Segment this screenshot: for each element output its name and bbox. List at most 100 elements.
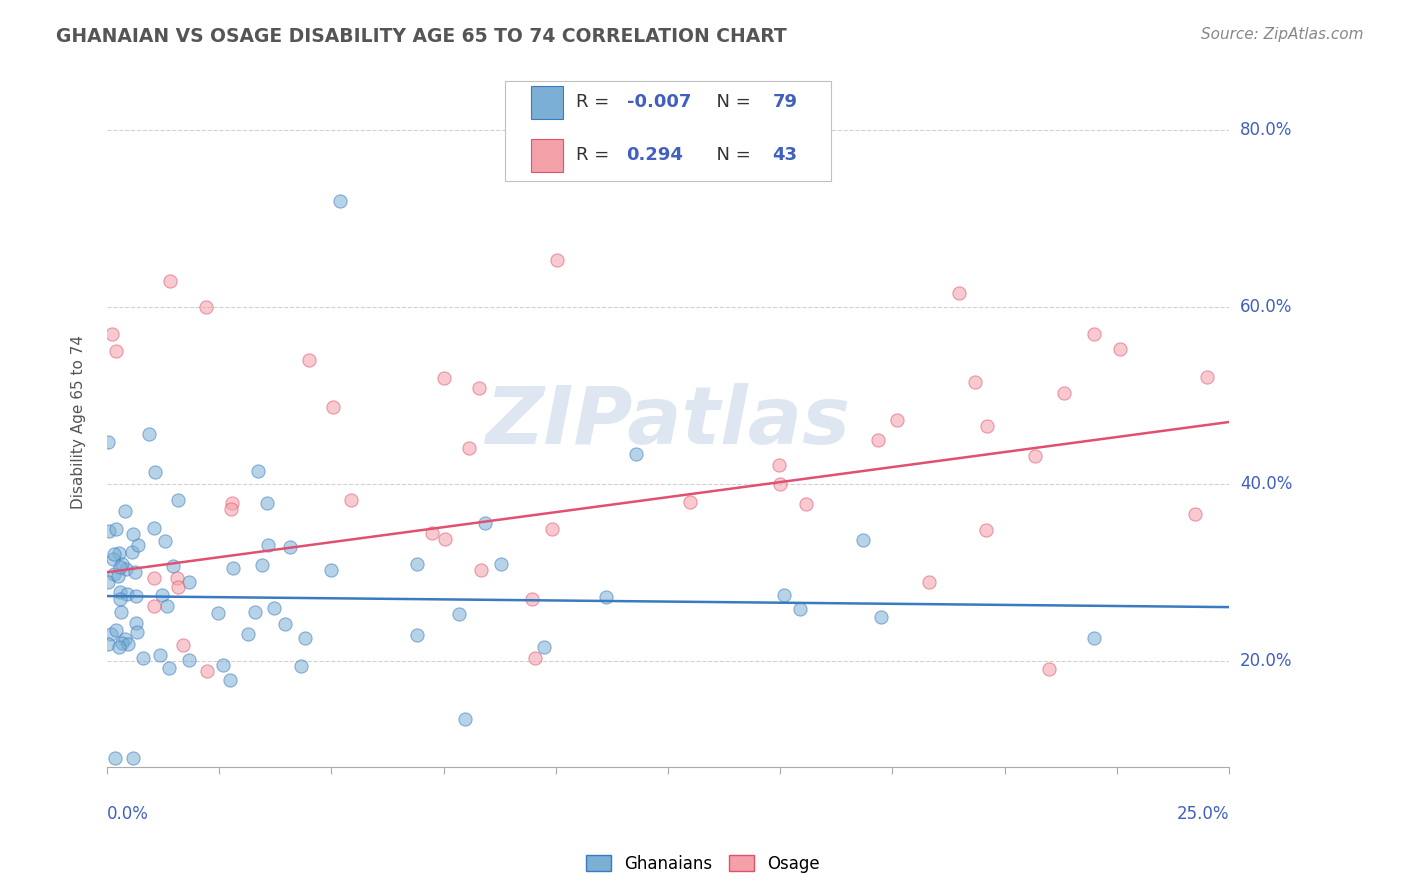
Point bbox=[111, 557, 134, 571]
Point bbox=[127, 538, 149, 552]
Point bbox=[948, 285, 970, 300]
Point bbox=[976, 419, 998, 434]
Point bbox=[162, 559, 184, 574]
Text: GHANAIAN VS OSAGE DISABILITY AGE 65 TO 74 CORRELATION CHART: GHANAIAN VS OSAGE DISABILITY AGE 65 TO 7… bbox=[56, 27, 787, 45]
Point bbox=[125, 625, 148, 640]
Point bbox=[117, 637, 139, 651]
Point bbox=[111, 636, 134, 650]
Text: Source: ZipAtlas.com: Source: ZipAtlas.com bbox=[1201, 27, 1364, 42]
Point bbox=[294, 631, 316, 645]
Point bbox=[177, 652, 200, 666]
Point bbox=[769, 476, 792, 491]
Point bbox=[108, 546, 131, 560]
Point bbox=[298, 353, 321, 368]
Text: 80.0%: 80.0% bbox=[1240, 121, 1292, 139]
Point bbox=[155, 534, 177, 549]
Point bbox=[100, 326, 122, 341]
Point bbox=[339, 492, 361, 507]
Point bbox=[974, 523, 997, 537]
Point bbox=[918, 575, 941, 590]
Point bbox=[679, 494, 702, 508]
Point bbox=[541, 523, 564, 537]
Point bbox=[256, 496, 278, 510]
Point bbox=[1083, 631, 1105, 645]
Point bbox=[772, 588, 794, 602]
Point bbox=[108, 559, 131, 574]
Point bbox=[1184, 507, 1206, 521]
Point bbox=[103, 547, 125, 561]
Point bbox=[434, 532, 457, 546]
Point bbox=[150, 588, 173, 602]
Point bbox=[595, 590, 617, 604]
Point bbox=[103, 552, 125, 566]
Point bbox=[131, 651, 153, 665]
Point bbox=[97, 435, 120, 450]
Point bbox=[166, 493, 188, 508]
Point bbox=[108, 584, 131, 599]
Point bbox=[138, 426, 160, 441]
Point bbox=[789, 602, 811, 616]
FancyBboxPatch shape bbox=[505, 81, 831, 181]
Point bbox=[157, 661, 180, 675]
Point bbox=[97, 637, 120, 651]
Point bbox=[114, 504, 136, 518]
Text: R =: R = bbox=[576, 146, 621, 164]
Point bbox=[97, 524, 120, 538]
Point bbox=[218, 673, 240, 687]
Point bbox=[124, 565, 146, 579]
Point bbox=[108, 640, 131, 654]
Point bbox=[533, 640, 555, 655]
Point bbox=[125, 589, 148, 603]
Text: 20.0%: 20.0% bbox=[1240, 651, 1292, 670]
Point bbox=[965, 375, 987, 389]
Point bbox=[195, 664, 218, 678]
Point bbox=[172, 638, 194, 652]
Point bbox=[329, 194, 352, 208]
Text: -0.007: -0.007 bbox=[627, 94, 690, 112]
Point bbox=[143, 571, 166, 585]
Point bbox=[166, 580, 188, 594]
Point bbox=[143, 521, 166, 535]
Point bbox=[125, 616, 148, 631]
Point bbox=[104, 623, 127, 637]
Text: 0.0%: 0.0% bbox=[107, 805, 149, 823]
Text: 40.0%: 40.0% bbox=[1240, 475, 1292, 493]
FancyBboxPatch shape bbox=[531, 86, 562, 119]
Point bbox=[243, 605, 266, 619]
Point bbox=[457, 441, 479, 455]
Point bbox=[1195, 369, 1218, 384]
Point bbox=[546, 252, 568, 267]
Point bbox=[886, 412, 908, 426]
Point bbox=[420, 526, 443, 541]
Point bbox=[122, 751, 145, 765]
Point bbox=[143, 465, 166, 479]
Text: 79: 79 bbox=[772, 94, 797, 112]
Point bbox=[1083, 326, 1105, 341]
Text: 0.294: 0.294 bbox=[627, 146, 683, 164]
Point bbox=[105, 344, 128, 359]
Legend: Ghanaians, Osage: Ghanaians, Osage bbox=[579, 848, 827, 880]
Point bbox=[405, 627, 427, 641]
Point bbox=[852, 533, 875, 548]
Point bbox=[121, 526, 143, 541]
Point bbox=[406, 557, 429, 571]
Point bbox=[103, 566, 125, 581]
Point bbox=[1109, 343, 1132, 357]
Point bbox=[110, 591, 132, 606]
Text: N =: N = bbox=[704, 146, 756, 164]
Point bbox=[522, 591, 544, 606]
Point bbox=[489, 557, 512, 571]
Point bbox=[222, 561, 245, 575]
Point bbox=[212, 658, 235, 673]
Point bbox=[278, 540, 301, 554]
Point bbox=[870, 610, 893, 624]
Point bbox=[470, 563, 492, 577]
Point bbox=[468, 381, 491, 395]
Point bbox=[219, 501, 242, 516]
Point bbox=[156, 599, 179, 613]
Point bbox=[104, 751, 127, 765]
Point bbox=[110, 605, 132, 619]
Point bbox=[1024, 449, 1046, 463]
Point bbox=[179, 575, 201, 590]
Y-axis label: Disability Age 65 to 74: Disability Age 65 to 74 bbox=[72, 335, 86, 509]
